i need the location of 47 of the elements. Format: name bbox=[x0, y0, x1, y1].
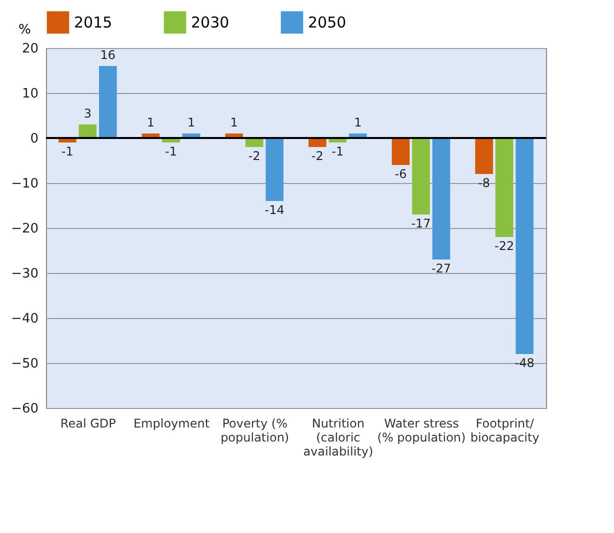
bar bbox=[308, 138, 326, 147]
y-tick-label: −30 bbox=[11, 266, 38, 282]
data-label: 1 bbox=[354, 116, 362, 130]
y-tick-label: −60 bbox=[11, 402, 38, 416]
data-label: -2 bbox=[311, 149, 324, 163]
y-tick-label: −20 bbox=[11, 222, 38, 236]
data-label: -1 bbox=[61, 144, 74, 158]
legend-label: 2030 bbox=[191, 13, 230, 32]
data-label: -14 bbox=[264, 203, 284, 217]
bar bbox=[78, 124, 97, 138]
data-label: -17 bbox=[411, 216, 431, 230]
data-label: -48 bbox=[514, 356, 534, 370]
legend-label: 2015 bbox=[74, 13, 112, 32]
data-label: 1 bbox=[230, 116, 238, 130]
bar bbox=[432, 138, 450, 260]
bar bbox=[412, 138, 430, 214]
y-tick-label: 10 bbox=[22, 86, 38, 102]
bar bbox=[266, 138, 284, 201]
bar bbox=[516, 138, 534, 354]
x-tick-label: Nutrition (caloric availability) bbox=[303, 416, 374, 458]
y-axis-title: % bbox=[18, 22, 31, 38]
data-label: -2 bbox=[248, 149, 260, 163]
x-tick-label: Real GDP bbox=[60, 416, 116, 430]
x-tick-label: Footprint/ biocapacity bbox=[470, 416, 540, 444]
data-label: 1 bbox=[187, 116, 196, 130]
y-tick-label: −50 bbox=[11, 356, 38, 372]
bar bbox=[99, 66, 117, 138]
data-label: -27 bbox=[431, 262, 452, 276]
data-label: 16 bbox=[100, 48, 116, 62]
y-tick-label: −10 bbox=[11, 176, 38, 192]
x-tick-label: Water stress (% population) bbox=[377, 416, 466, 444]
y-tick-label: 20 bbox=[22, 42, 38, 56]
data-label: -1 bbox=[332, 144, 344, 158]
data-label: -1 bbox=[165, 144, 177, 158]
x-tick-label: Employment bbox=[133, 416, 210, 430]
bar bbox=[495, 138, 514, 237]
y-tick-label: 0 bbox=[30, 132, 38, 146]
y-tick-label: −40 bbox=[11, 312, 38, 326]
legend-label: 2050 bbox=[308, 13, 346, 32]
x-tick-label: Poverty (% population) bbox=[220, 416, 290, 444]
bar bbox=[392, 138, 410, 165]
data-label: 3 bbox=[84, 106, 92, 120]
bar bbox=[475, 138, 493, 174]
data-label: -6 bbox=[394, 167, 407, 181]
data-label: 1 bbox=[146, 116, 155, 130]
data-label: -8 bbox=[478, 176, 490, 190]
data-label: -22 bbox=[494, 239, 514, 253]
